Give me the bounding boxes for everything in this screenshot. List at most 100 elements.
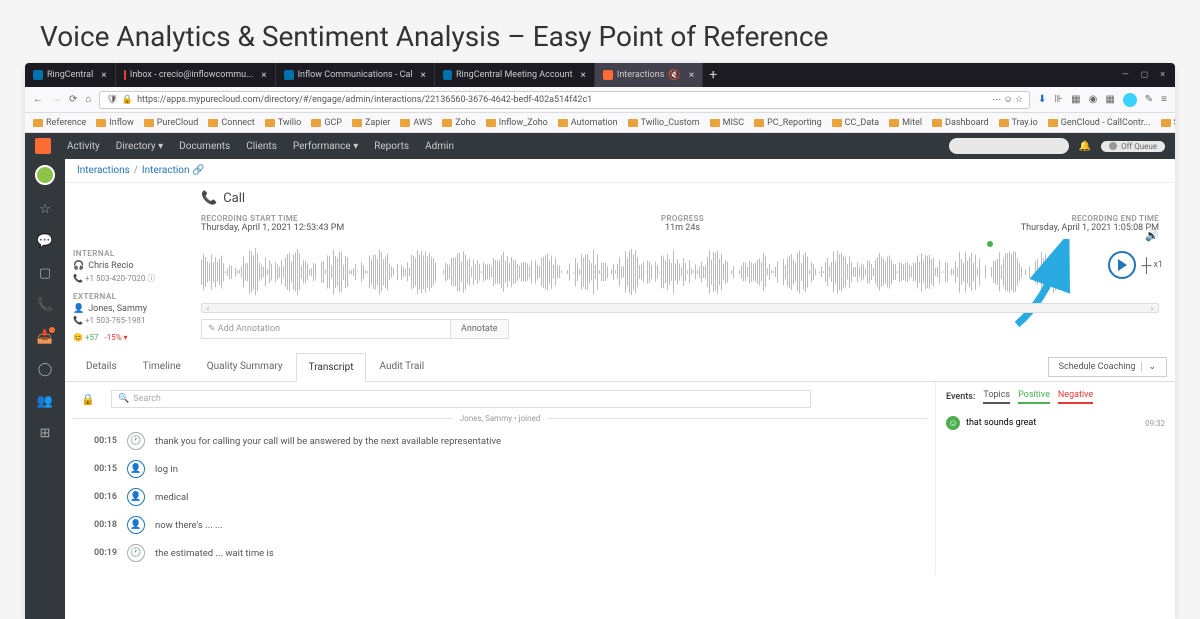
app-logo-icon[interactable]: [35, 138, 51, 154]
tab-meeting[interactable]: RingCentral Meeting Account×: [435, 63, 595, 87]
back-icon[interactable]: ←: [33, 94, 43, 105]
bookmark-item[interactable]: Twilio_Custom: [628, 118, 700, 128]
close-icon[interactable]: ×: [101, 70, 106, 81]
waveform-scrollbar[interactable]: ‹ ›: [201, 303, 1159, 313]
link-icon[interactable]: 🔗: [192, 165, 204, 176]
video-icon[interactable]: ▢: [37, 265, 53, 281]
scroll-right-icon[interactable]: ›: [1146, 304, 1158, 312]
filter-positive[interactable]: Positive: [1018, 390, 1050, 404]
close-icon[interactable]: ×: [689, 70, 694, 81]
window-close-icon[interactable]: ×: [1160, 70, 1165, 80]
tab-timeline[interactable]: Timeline: [130, 352, 194, 381]
menu-icon[interactable]: ≡: [1161, 94, 1167, 105]
bookmark-item[interactable]: Inflow_Zoho: [486, 118, 548, 128]
event-item[interactable]: ☺that sounds great 09:32: [946, 412, 1165, 434]
tab-audit[interactable]: Audit Trail: [366, 352, 437, 381]
transcript-row[interactable]: 00:18👤now there's ... ...: [73, 511, 927, 539]
bookmark-item[interactable]: Zoho: [442, 118, 476, 128]
transcript-row[interactable]: 00:15👤log in: [73, 455, 927, 483]
transcript-time: 00:18: [77, 520, 117, 530]
browser-tabs: RingCentral× Inbox - crecio@inflowcommu.…: [25, 63, 1175, 87]
bookmark-item[interactable]: Automation: [558, 118, 618, 128]
tab-inbox[interactable]: Inbox - crecio@inflowcommu...×: [116, 63, 276, 87]
transcript-row[interactable]: 00:16👤medical: [73, 483, 927, 511]
annotate-button[interactable]: Annotate: [451, 319, 509, 339]
library-icon[interactable]: ⊪: [1054, 94, 1063, 105]
reload-icon[interactable]: ⟳: [69, 94, 77, 105]
home-icon[interactable]: ⌂: [85, 94, 91, 105]
window-maximize-icon[interactable]: ◻: [1141, 70, 1148, 80]
header-search[interactable]: [949, 138, 1069, 154]
bookmark-item[interactable]: Tray.io: [999, 118, 1038, 128]
annotation-input[interactable]: ✎ Add Annotation: [201, 319, 451, 339]
tab-inflow[interactable]: Inflow Communications - Cal×: [276, 63, 435, 87]
bookmark-item[interactable]: AWS: [400, 118, 432, 128]
bookmark-item[interactable]: Zapier: [352, 118, 390, 128]
user-avatar[interactable]: [35, 165, 55, 185]
close-icon[interactable]: ×: [261, 70, 266, 81]
transcript-search[interactable]: 🔍Search: [111, 390, 811, 408]
transcript-row[interactable]: 00:19🕐the estimated ... wait time is: [73, 539, 927, 567]
nav-documents[interactable]: Documents: [179, 141, 230, 152]
breadcrumb: Interactions/Interaction 🔗: [65, 159, 1175, 183]
nav-directory[interactable]: Directory ▾: [116, 141, 163, 152]
bookmark-item[interactable]: PureCloud: [144, 118, 199, 128]
filter-topics[interactable]: Topics: [983, 390, 1010, 404]
tab-transcript[interactable]: Transcript: [296, 353, 367, 382]
apps-icon[interactable]: ⊞: [37, 425, 53, 441]
nav-reports[interactable]: Reports: [374, 141, 409, 152]
ext4-icon[interactable]: ✎: [1145, 94, 1153, 105]
nav-clients[interactable]: Clients: [246, 141, 277, 152]
bookmark-item[interactable]: Inflow: [96, 118, 133, 128]
bookmark-item[interactable]: Reference: [33, 118, 86, 128]
bookmark-item[interactable]: GenCloud - CallContr...: [1048, 118, 1151, 128]
bookmark-item[interactable]: Connect: [208, 118, 254, 128]
people-icon[interactable]: 👥: [37, 393, 53, 409]
bookmark-item[interactable]: Dashboard: [932, 118, 989, 128]
chat-icon[interactable]: 💬: [37, 233, 53, 249]
tab-ringcentral[interactable]: RingCentral×: [25, 63, 116, 87]
schedule-coaching-button[interactable]: Schedule Coaching⌄: [1048, 357, 1167, 377]
download-icon[interactable]: ⬇: [1038, 94, 1046, 105]
new-tab-button[interactable]: +: [703, 67, 723, 83]
bookmark-item[interactable]: CC_Data: [832, 118, 879, 128]
bookmark-item[interactable]: GCP: [311, 118, 342, 128]
ext1-icon[interactable]: ▦: [1071, 94, 1080, 105]
volume-icon[interactable]: 🔊: [1145, 229, 1159, 242]
ext2-icon[interactable]: ◉: [1089, 94, 1098, 105]
bookmark-item[interactable]: Stuff: [1161, 118, 1175, 128]
ext3-icon[interactable]: ▦: [1105, 94, 1114, 105]
forward-icon[interactable]: →: [51, 94, 61, 105]
circle-icon[interactable]: ◯: [37, 361, 53, 377]
window-minimize-icon[interactable]: —: [1122, 70, 1129, 80]
tab-quality[interactable]: Quality Summary: [194, 352, 296, 381]
profile-icon[interactable]: [1123, 93, 1137, 107]
queue-toggle[interactable]: Off Queue: [1101, 141, 1165, 152]
nav-admin[interactable]: Admin: [425, 141, 454, 152]
breadcrumb-interactions[interactable]: Interactions: [77, 165, 130, 176]
nav-performance[interactable]: Performance ▾: [293, 141, 358, 152]
bookmark-item[interactable]: Mitel: [889, 118, 922, 128]
tab-details[interactable]: Details: [73, 352, 130, 381]
star-icon[interactable]: ☆: [37, 201, 53, 217]
close-icon[interactable]: ×: [581, 70, 586, 81]
mute-icon[interactable]: 🔇: [668, 70, 680, 81]
bookmark-item[interactable]: Twilio: [265, 118, 302, 128]
close-icon[interactable]: ×: [421, 70, 426, 81]
scroll-left-icon[interactable]: ‹: [202, 304, 214, 312]
waveform[interactable]: [201, 245, 1159, 299]
play-button[interactable]: [1108, 251, 1136, 279]
bookmark-item[interactable]: MISC: [710, 118, 745, 128]
inbox-icon[interactable]: 📥: [37, 329, 53, 345]
transcript-row[interactable]: 00:15🕐thank you for calling your call wi…: [73, 427, 927, 455]
notification-icon[interactable]: 🔔: [1079, 141, 1091, 152]
lock-icon[interactable]: 🔒: [73, 393, 103, 406]
breadcrumb-interaction[interactable]: Interaction: [142, 165, 190, 176]
url-input[interactable]: 🛡 🔒 https://apps.mypurecloud.com/directo…: [99, 91, 1030, 109]
phone-rail-icon[interactable]: 📞: [37, 297, 53, 313]
filter-negative[interactable]: Negative: [1058, 390, 1093, 404]
tab-interactions[interactable]: Interactions🔇×: [595, 63, 703, 87]
nav-activity[interactable]: Activity: [67, 141, 100, 152]
bookmark-item[interactable]: PC_Reporting: [754, 118, 822, 128]
speed-control[interactable]: ┼x1: [1142, 257, 1163, 274]
